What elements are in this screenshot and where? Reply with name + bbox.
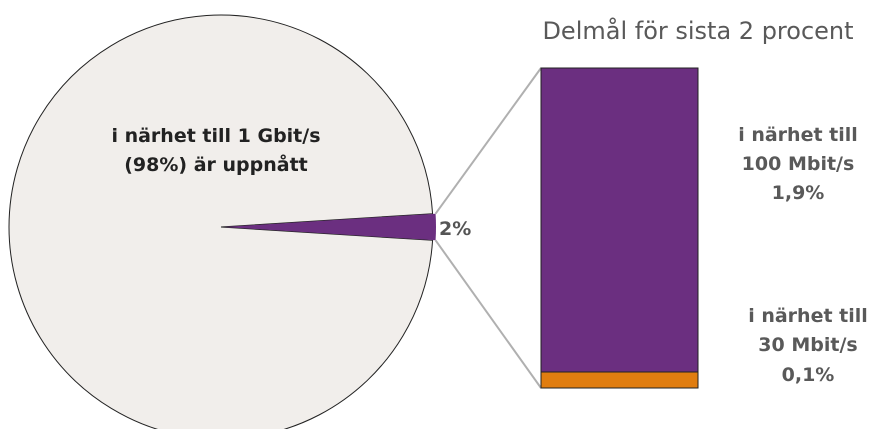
connector-top (434, 67, 542, 215)
pie-chart (8, 14, 436, 429)
pie-main-label-line2: (98%) är uppnått (124, 152, 308, 176)
pie-slice-small (224, 213, 436, 241)
bar-segment-30mbit (540, 371, 699, 389)
zoom-connectors (434, 67, 542, 389)
segment-100-label-line2: 100 Mbit/s (742, 153, 855, 175)
connector-bottom (434, 239, 542, 389)
segment-30-value-label: 0,1% (782, 364, 835, 386)
segment-100-label-line1: i närhet till (738, 124, 858, 146)
pie-main-label-line1: i närhet till 1 Gbit/s (111, 125, 320, 147)
pie-slice-main (8, 14, 434, 429)
segment-30-label-line2: 30 Mbit/s (758, 334, 857, 356)
bar-chart-title: Delmål för sista 2 procent (542, 16, 853, 45)
pie-slice-label: 2% (439, 218, 471, 240)
segment-30-label-line1: i närhet till (748, 305, 868, 327)
segment-100-value-label: 1,9% (772, 182, 825, 204)
stacked-bar (540, 67, 699, 389)
bar-segment-100mbit (540, 67, 699, 373)
